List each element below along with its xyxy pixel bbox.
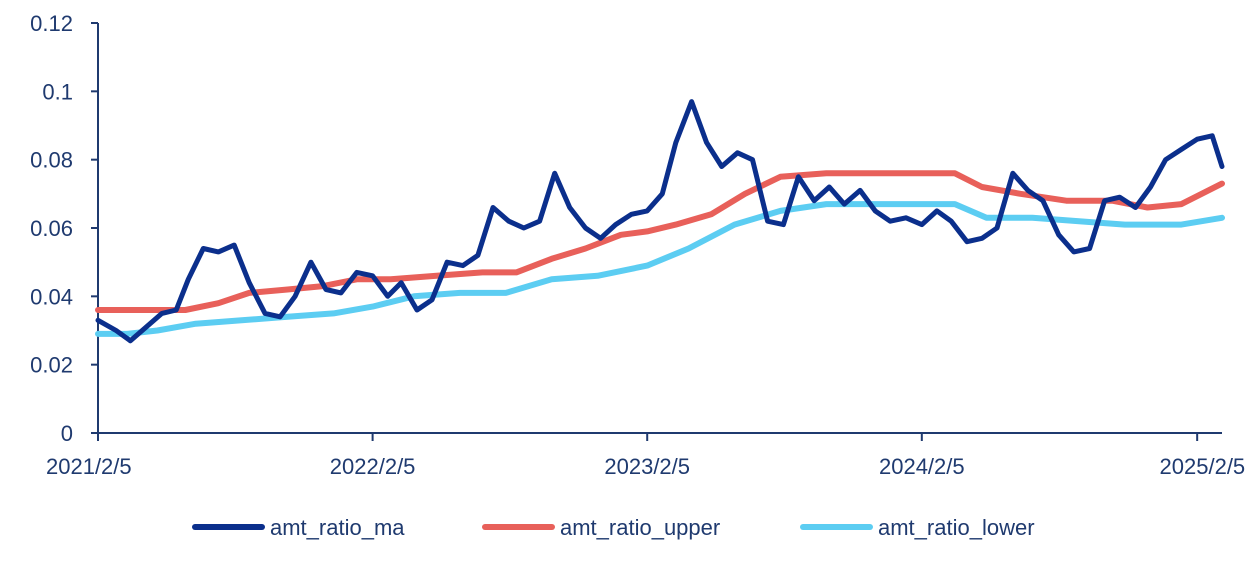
series-line-amt-ratio-lower — [95, 201, 1225, 337]
y-tick-label: 0.06 — [30, 216, 73, 241]
series-line-amt-ratio-upper — [95, 170, 1225, 313]
y-tick-label: 0.02 — [30, 353, 73, 378]
x-tick-label: 2022/2/5 — [330, 454, 416, 479]
legend: amt_ratio_ma amt_ratio_upper amt_ratio_low… — [192, 515, 1035, 540]
x-tick-label: 2025/2/5 — [1160, 454, 1246, 479]
series-line-amt-ratio-ma — [95, 99, 1225, 344]
x-tick-label: 2024/2/5 — [879, 454, 965, 479]
y-tick-label: 0.1 — [42, 79, 73, 104]
x-tick-label: 2023/2/5 — [604, 454, 690, 479]
axes: 0 0.02 0.04 0.06 0.08 0.1 0.12 2021/2/5 2022/2/5… — [30, 11, 1245, 479]
legend-label-amt-ratio-lower: amt_ratio_lower — [878, 515, 1035, 540]
legend-label-amt-ratio-ma: amt_ratio_ma — [270, 515, 405, 540]
y-tick-label: 0.12 — [30, 11, 73, 36]
legend-label-amt-ratio-upper: amt_ratio_upper — [560, 515, 720, 540]
y-tick-label: 0 — [61, 421, 73, 446]
y-tick-label: 0.08 — [30, 148, 73, 173]
series-layer — [95, 99, 1225, 344]
y-tick-label: 0.04 — [30, 284, 73, 309]
x-tick-label: 2021/2/5 — [46, 454, 132, 479]
